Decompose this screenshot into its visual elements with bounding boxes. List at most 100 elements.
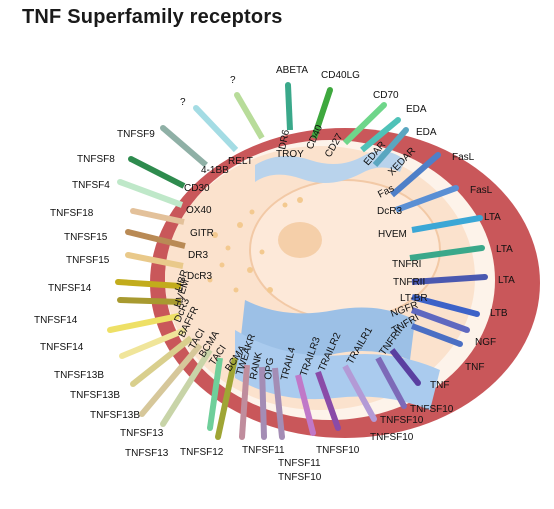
ligand-dot [160,125,166,131]
ligand-label: TNFSF13B [54,370,104,381]
ligand-dot [193,105,199,111]
ligand-spoke [131,335,193,387]
ligand-label: TNF [465,362,484,373]
ligand-spoke [127,252,184,269]
vesicles [207,197,303,293]
ligand-label: TNFSF10 [370,432,414,443]
ligand-dot [117,297,123,303]
ligand-spoke [259,366,267,438]
ligand-spoke [410,307,469,333]
ligand-spoke [409,245,483,261]
ligand-dot [139,411,145,417]
ligand-label: ? [180,97,186,108]
ligand-spoke [342,102,387,146]
ligand-label: TNFSF12 [180,447,224,458]
ligand-spoke [411,215,481,233]
ligand-label: TNFSF13 [125,448,169,459]
ligand-dot [115,279,121,285]
ligand-labels: TNFSF9 TNFSF8 TNFSF4 TNFSF18 TNFSF15 TNFSF15 T… [34,65,515,483]
ligand-dot [403,127,409,133]
ligand-spoke [207,357,223,429]
ligand-dot [261,434,267,440]
receptor-label: DR6 [277,128,292,150]
ligand-dot [457,341,463,347]
ligand-dot [435,152,441,158]
receptor-label: RELT [228,156,253,167]
ligand-label: TNFSF13 [120,428,164,439]
page-title: TNF Superfamily receptors [22,6,283,28]
ligand-label: TNFSF14 [48,283,92,294]
ligand-label: FasL [470,185,493,196]
receptor-label: TROY [276,149,304,160]
ligand-dot [160,421,166,427]
ligand-spoke [390,152,440,198]
ligand-label: CD70 [373,90,399,101]
ligand-spoke [120,327,187,359]
ligand-label: TNFSF10 [278,472,322,483]
ligand-label: LTA [484,212,501,223]
ligand-spoke [394,185,458,213]
ligand-label: TNFSF14 [40,342,84,353]
ligand-label: LTB [490,308,508,319]
ligand-label: LTA [498,275,515,286]
ligand-label: TNFSF11 [242,445,285,456]
ligand-dot [285,82,291,88]
ligand-dot [119,353,125,359]
ligand-dot [479,245,485,251]
ligand-label: TNFSF14 [34,315,78,326]
receptor-label: CD30 [184,183,210,194]
ligand-spoke [342,364,377,421]
ligand-dot [207,425,213,431]
ligand-dot [395,117,401,123]
ligand-dot [117,179,123,185]
receptor-label: DR3 [188,250,208,261]
ligand-spoke [389,348,421,385]
ligand-dot [234,92,240,98]
receptor-label: 4-1BB [201,165,229,176]
ligand-spoke [127,229,186,249]
ligand-dot [482,274,488,280]
ligand-dot [335,425,341,431]
ligand-label: EDA [416,127,437,138]
ligand-label: EDA [406,104,427,115]
ligand-spoke [360,117,400,153]
ligand-label: TNFSF13B [70,390,120,401]
receptor-label: TNFRII [393,277,425,288]
ligand-label: TNFSF10 [410,404,454,415]
membrane-fold [235,330,440,410]
endoplasmic-reticulum [255,151,405,183]
receptor-label: TNFRI [392,259,421,270]
ligand-label: CD40LG [321,70,360,81]
ligand-dot [128,156,134,162]
ligand-spoke [129,156,186,189]
ligand-spoke [132,208,185,225]
ligand-dot [477,215,483,221]
golgi-apparatus [240,300,415,360]
ligand-label: TNFSF15 [66,255,110,266]
ligand-dot [279,434,285,440]
receptor-labels: 4-1BBCD30OX40GITRDR3DcR3LIBRHVEMDcR3BAFF… [172,123,427,382]
ligand-dot [239,434,245,440]
ligand-spoke [410,323,462,347]
ligand-dot [453,185,459,191]
receptor-label: DcR3 [187,271,212,282]
nucleolus [278,222,322,258]
ligand-dot [401,403,407,409]
ligand-spoke [295,374,316,434]
ligand-spoke [315,370,341,430]
ligand-spoke [375,356,407,408]
ligand-dot [107,327,113,333]
ligand-label: TNFSF10 [316,445,360,456]
receptor-label: DcR3 [377,206,402,217]
ligand-dot [130,381,136,387]
ligand-label: TNFSF4 [72,180,110,191]
receptor-label: OPG [263,357,276,380]
ligand-label: TNFSF13B [90,410,140,421]
ligand-dot [125,252,131,258]
ligand-label: ABETA [276,65,308,76]
ligand-dot [310,430,316,436]
ligand-receptor-spokes [107,82,488,440]
ligand-spoke [234,93,265,140]
ligand-dot [130,208,136,214]
